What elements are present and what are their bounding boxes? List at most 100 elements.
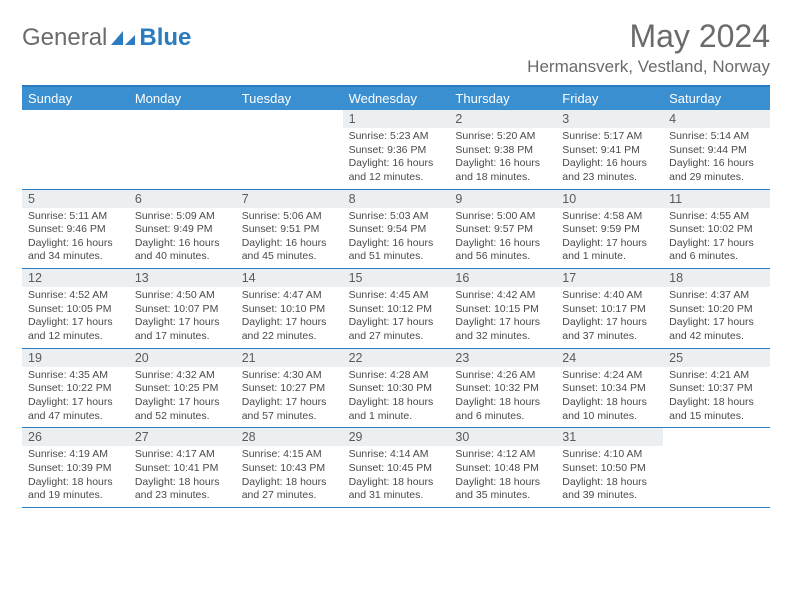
day-details: Sunrise: 4:28 AMSunset: 10:30 PMDaylight… — [343, 367, 450, 428]
day-details: Sunrise: 5:17 AMSunset: 9:41 PMDaylight:… — [556, 128, 663, 189]
day-number: 2 — [449, 110, 556, 128]
day-number: 20 — [129, 349, 236, 367]
day-details: Sunrise: 4:32 AMSunset: 10:25 PMDaylight… — [129, 367, 236, 428]
day-details: Sunrise: 4:12 AMSunset: 10:48 PMDaylight… — [449, 446, 556, 507]
day-details: Sunrise: 4:15 AMSunset: 10:43 PMDaylight… — [236, 446, 343, 507]
day-cell: 31Sunrise: 4:10 AMSunset: 10:50 PMDaylig… — [556, 428, 663, 507]
day-cell: 18Sunrise: 4:37 AMSunset: 10:20 PMDaylig… — [663, 269, 770, 348]
day-cell: . — [22, 110, 129, 189]
dow-cell: Wednesday — [343, 87, 450, 110]
day-details: Sunrise: 4:35 AMSunset: 10:22 PMDaylight… — [22, 367, 129, 428]
day-number: 24 — [556, 349, 663, 367]
day-cell: 29Sunrise: 4:14 AMSunset: 10:45 PMDaylig… — [343, 428, 450, 507]
day-cell: 20Sunrise: 4:32 AMSunset: 10:25 PMDaylig… — [129, 349, 236, 428]
dow-cell: Saturday — [663, 87, 770, 110]
day-cell: 27Sunrise: 4:17 AMSunset: 10:41 PMDaylig… — [129, 428, 236, 507]
day-details: Sunrise: 5:14 AMSunset: 9:44 PMDaylight:… — [663, 128, 770, 189]
day-number: 28 — [236, 428, 343, 446]
day-details: Sunrise: 5:20 AMSunset: 9:38 PMDaylight:… — [449, 128, 556, 189]
day-number: 3 — [556, 110, 663, 128]
day-number: 22 — [343, 349, 450, 367]
day-details: Sunrise: 5:00 AMSunset: 9:57 PMDaylight:… — [449, 208, 556, 269]
day-number: 31 — [556, 428, 663, 446]
week-row: 26Sunrise: 4:19 AMSunset: 10:39 PMDaylig… — [22, 428, 770, 508]
day-cell: 7Sunrise: 5:06 AMSunset: 9:51 PMDaylight… — [236, 190, 343, 269]
day-number: 10 — [556, 190, 663, 208]
day-cell: 4Sunrise: 5:14 AMSunset: 9:44 PMDaylight… — [663, 110, 770, 189]
day-cell: 13Sunrise: 4:50 AMSunset: 10:07 PMDaylig… — [129, 269, 236, 348]
day-cell: 1Sunrise: 5:23 AMSunset: 9:36 PMDaylight… — [343, 110, 450, 189]
day-cell: 14Sunrise: 4:47 AMSunset: 10:10 PMDaylig… — [236, 269, 343, 348]
day-details: Sunrise: 5:03 AMSunset: 9:54 PMDaylight:… — [343, 208, 450, 269]
day-cell: 9Sunrise: 5:00 AMSunset: 9:57 PMDaylight… — [449, 190, 556, 269]
calendar: SundayMondayTuesdayWednesdayThursdayFrid… — [22, 85, 770, 508]
day-number: 17 — [556, 269, 663, 287]
day-details: Sunrise: 4:17 AMSunset: 10:41 PMDaylight… — [129, 446, 236, 507]
day-cell: 11Sunrise: 4:55 AMSunset: 10:02 PMDaylig… — [663, 190, 770, 269]
location: Hermansverk, Vestland, Norway — [527, 57, 770, 77]
dow-cell: Monday — [129, 87, 236, 110]
day-details: Sunrise: 5:09 AMSunset: 9:49 PMDaylight:… — [129, 208, 236, 269]
day-cell: 12Sunrise: 4:52 AMSunset: 10:05 PMDaylig… — [22, 269, 129, 348]
day-cell: 24Sunrise: 4:24 AMSunset: 10:34 PMDaylig… — [556, 349, 663, 428]
day-number: 16 — [449, 269, 556, 287]
day-cell: 21Sunrise: 4:30 AMSunset: 10:27 PMDaylig… — [236, 349, 343, 428]
week-row: 12Sunrise: 4:52 AMSunset: 10:05 PMDaylig… — [22, 269, 770, 349]
week-row: 5Sunrise: 5:11 AMSunset: 9:46 PMDaylight… — [22, 190, 770, 270]
day-number: 19 — [22, 349, 129, 367]
day-number: 6 — [129, 190, 236, 208]
day-cell: 6Sunrise: 5:09 AMSunset: 9:49 PMDaylight… — [129, 190, 236, 269]
day-cell: . — [663, 428, 770, 507]
brand-sail-icon — [109, 29, 137, 47]
day-number: 26 — [22, 428, 129, 446]
day-of-week-header: SundayMondayTuesdayWednesdayThursdayFrid… — [22, 87, 770, 110]
day-number: 9 — [449, 190, 556, 208]
day-details: Sunrise: 4:21 AMSunset: 10:37 PMDaylight… — [663, 367, 770, 428]
day-details: Sunrise: 4:14 AMSunset: 10:45 PMDaylight… — [343, 446, 450, 507]
day-number: 4 — [663, 110, 770, 128]
day-number: 21 — [236, 349, 343, 367]
dow-cell: Sunday — [22, 87, 129, 110]
day-cell: 19Sunrise: 4:35 AMSunset: 10:22 PMDaylig… — [22, 349, 129, 428]
day-cell: 26Sunrise: 4:19 AMSunset: 10:39 PMDaylig… — [22, 428, 129, 507]
header: General Blue May 2024 Hermansverk, Vestl… — [22, 18, 770, 77]
brand-logo: General Blue — [22, 18, 191, 52]
day-cell: 16Sunrise: 4:42 AMSunset: 10:15 PMDaylig… — [449, 269, 556, 348]
day-cell: 5Sunrise: 5:11 AMSunset: 9:46 PMDaylight… — [22, 190, 129, 269]
day-cell: 10Sunrise: 4:58 AMSunset: 9:59 PMDayligh… — [556, 190, 663, 269]
day-cell: 28Sunrise: 4:15 AMSunset: 10:43 PMDaylig… — [236, 428, 343, 507]
day-details: Sunrise: 4:24 AMSunset: 10:34 PMDaylight… — [556, 367, 663, 428]
day-number: 29 — [343, 428, 450, 446]
day-details: Sunrise: 5:06 AMSunset: 9:51 PMDaylight:… — [236, 208, 343, 269]
day-cell: 8Sunrise: 5:03 AMSunset: 9:54 PMDaylight… — [343, 190, 450, 269]
title-block: May 2024 Hermansverk, Vestland, Norway — [527, 18, 770, 77]
day-number: 11 — [663, 190, 770, 208]
day-number: 23 — [449, 349, 556, 367]
day-number: 27 — [129, 428, 236, 446]
day-details: Sunrise: 4:30 AMSunset: 10:27 PMDaylight… — [236, 367, 343, 428]
week-row: 19Sunrise: 4:35 AMSunset: 10:22 PMDaylig… — [22, 349, 770, 429]
day-cell: 23Sunrise: 4:26 AMSunset: 10:32 PMDaylig… — [449, 349, 556, 428]
dow-cell: Tuesday — [236, 87, 343, 110]
day-number: 15 — [343, 269, 450, 287]
day-details: Sunrise: 4:52 AMSunset: 10:05 PMDaylight… — [22, 287, 129, 348]
day-details: Sunrise: 4:19 AMSunset: 10:39 PMDaylight… — [22, 446, 129, 507]
dow-cell: Thursday — [449, 87, 556, 110]
day-details: Sunrise: 4:58 AMSunset: 9:59 PMDaylight:… — [556, 208, 663, 269]
day-number: 7 — [236, 190, 343, 208]
day-cell: 17Sunrise: 4:40 AMSunset: 10:17 PMDaylig… — [556, 269, 663, 348]
day-number: 12 — [22, 269, 129, 287]
day-details: Sunrise: 5:11 AMSunset: 9:46 PMDaylight:… — [22, 208, 129, 269]
day-number: 8 — [343, 190, 450, 208]
day-cell: 22Sunrise: 4:28 AMSunset: 10:30 PMDaylig… — [343, 349, 450, 428]
day-details: Sunrise: 4:45 AMSunset: 10:12 PMDaylight… — [343, 287, 450, 348]
day-number: 25 — [663, 349, 770, 367]
week-row: ...1Sunrise: 5:23 AMSunset: 9:36 PMDayli… — [22, 110, 770, 190]
brand-text-2: Blue — [139, 24, 191, 52]
day-cell: 30Sunrise: 4:12 AMSunset: 10:48 PMDaylig… — [449, 428, 556, 507]
day-cell: 2Sunrise: 5:20 AMSunset: 9:38 PMDaylight… — [449, 110, 556, 189]
day-cell: . — [129, 110, 236, 189]
day-details: Sunrise: 4:42 AMSunset: 10:15 PMDaylight… — [449, 287, 556, 348]
day-details: Sunrise: 4:47 AMSunset: 10:10 PMDaylight… — [236, 287, 343, 348]
weeks-container: ... 1Sunrise: 5:23 AMSunset: 9:36 PMDayli… — [22, 110, 770, 508]
